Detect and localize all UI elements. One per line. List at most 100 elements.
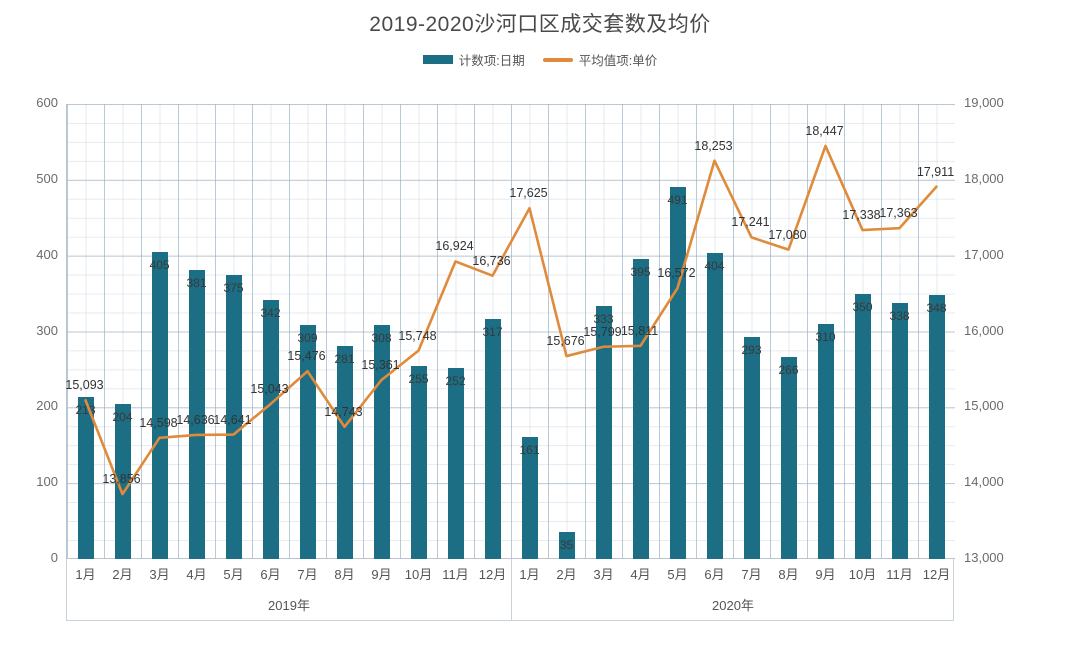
bar-value-label: 317 [482, 324, 503, 339]
category-label-month[interactable]: 5月 [667, 567, 688, 582]
baseline-axis [67, 558, 955, 559]
right-axis-tick: 18,000 [964, 170, 1004, 186]
category-label-month[interactable]: 11月 [886, 567, 913, 582]
bar-3月-2019[interactable] [151, 251, 168, 559]
bar-value-label: 293 [741, 342, 762, 357]
line-value-label: 15,361 [361, 357, 400, 372]
category-label-month[interactable]: 12月 [922, 567, 951, 582]
right-axis-tick: 19,000 [964, 95, 1004, 110]
legend-item-bar[interactable]: 计数项:日期 [422, 50, 525, 69]
bar-value-label: 342 [260, 305, 281, 320]
line-value-label: 16,736 [472, 253, 511, 268]
category-label-month[interactable]: 6月 [260, 567, 281, 582]
line-value-label: 13,856 [102, 472, 141, 487]
category-label-month[interactable]: 10月 [848, 567, 877, 582]
bar-value-label: 255 [408, 371, 429, 386]
category-label-year[interactable]: 2020年 [712, 598, 754, 613]
category-label-month[interactable]: 9月 [371, 567, 392, 582]
chart-legend: 计数项:日期 平均值项:单价 [0, 50, 1080, 69]
bar-5月-2020[interactable] [669, 186, 686, 559]
legend-line-swatch-icon [542, 57, 573, 62]
bar-value-label: 281 [334, 351, 355, 366]
bar-8月-2020[interactable] [780, 357, 797, 559]
bar-value-label: 161 [519, 442, 540, 457]
bar-value-label: 405 [149, 257, 170, 272]
category-label-month[interactable]: 3月 [149, 567, 170, 582]
right-axis-tick: 16,000 [964, 322, 1004, 338]
bar-2月-2019[interactable] [114, 404, 131, 559]
bar-value-label: 309 [297, 330, 318, 345]
bar-8月-2019[interactable] [336, 345, 353, 559]
category-label-month[interactable]: 7月 [297, 567, 318, 582]
category-label-month[interactable]: 11月 [442, 567, 469, 582]
category-label-month[interactable]: 3月 [593, 567, 614, 582]
plot-area: 213 204 405 381 375 342 309 281 308 255 252 317 161 3… [66, 104, 955, 559]
line-value-label: 15,811 [620, 323, 659, 338]
category-label-month[interactable]: 1月 [519, 567, 540, 582]
bar-7月-2020[interactable] [743, 336, 760, 559]
category-label-month[interactable]: 5月 [223, 567, 244, 582]
category-label-month[interactable]: 12月 [478, 567, 507, 582]
bar-1月-2019[interactable] [77, 397, 94, 559]
category-label-year[interactable]: 2019年 [268, 598, 310, 613]
bar-value-label: 381 [186, 276, 207, 291]
category-label-month[interactable]: 10月 [404, 567, 433, 582]
line-series [84, 144, 938, 496]
bar-6月-2019[interactable] [262, 299, 279, 559]
line-value-label: 15,093 [65, 378, 104, 393]
left-axis-tick: 300 [36, 322, 58, 338]
bar-1月-2020[interactable] [521, 436, 538, 559]
category-label-month[interactable]: 9月 [815, 567, 836, 582]
category-axis-months: 1月 2月 3月 4月 5月 6月 7月 8月 9月 10月 11月 12月 1月 2月 3月 4月 5月 6月 7… [67, 559, 953, 589]
bar-12月-2019[interactable] [484, 318, 501, 559]
category-label-month[interactable]: 8月 [778, 567, 799, 582]
category-axis-years: 2019年 2020年 [67, 589, 953, 620]
line-value-label: 16,572 [657, 266, 696, 281]
line-path [84, 144, 938, 496]
bar-value-label: 338 [889, 308, 910, 323]
left-axis-tick: 400 [36, 246, 58, 262]
legend-item-line[interactable]: 平均值项:单价 [542, 50, 657, 69]
line-value-label: 15,799 [583, 324, 622, 339]
line-value-label: 17,911 [916, 164, 955, 179]
line-value-label: 14,636 [176, 412, 215, 427]
line-value-label: 15,676 [546, 334, 585, 349]
line-value-label: 15,476 [287, 349, 326, 364]
bar-10月-2020[interactable] [854, 293, 871, 559]
category-label-month[interactable]: 2月 [112, 567, 133, 582]
bar-7月-2019[interactable] [299, 324, 316, 559]
bar-10月-2019[interactable] [410, 365, 427, 559]
bar-value-label: 266 [778, 363, 799, 378]
bar-value-label: 35 [559, 538, 574, 553]
bar-9月-2020[interactable] [817, 323, 834, 559]
line-value-label: 14,598 [139, 415, 178, 430]
category-label-month[interactable]: 6月 [704, 567, 725, 582]
bar-value-label: 308 [371, 331, 392, 346]
bar-5月-2019[interactable] [225, 274, 242, 559]
line-value-label: 17,241 [731, 215, 770, 230]
bar-4月-2019[interactable] [188, 270, 205, 559]
category-label-month[interactable]: 8月 [334, 567, 355, 582]
category-label-month[interactable]: 4月 [630, 567, 651, 582]
bar-value-label: 491 [667, 192, 688, 207]
category-label-month[interactable]: 4月 [186, 567, 207, 582]
category-label-month[interactable]: 7月 [741, 567, 762, 582]
category-label-month[interactable]: 1月 [75, 567, 96, 582]
bar-3月-2020[interactable] [595, 306, 612, 559]
year-group-divider [511, 559, 512, 620]
bar-2月-2020[interactable] [558, 532, 575, 559]
bar-value-label: 252 [445, 373, 466, 388]
bar-4月-2020[interactable] [632, 259, 649, 559]
bar-series: 213 204 405 381 375 342 309 281 308 255 252 317 161 3… [67, 104, 955, 559]
category-label-month[interactable]: 2月 [556, 567, 577, 582]
bar-value-label: 375 [223, 280, 244, 295]
right-axis-tick: 13,000 [964, 550, 1004, 565]
bar-12月-2020[interactable] [928, 295, 945, 559]
bar-6月-2020[interactable] [706, 252, 723, 559]
left-axis-tick: 0 [50, 550, 58, 565]
bar-11月-2019[interactable] [447, 367, 464, 559]
bar-value-label: 333 [593, 312, 614, 327]
bar-11月-2020[interactable] [891, 302, 908, 559]
chart-title: 2019-2020沙河口区成交套数及均价 [369, 13, 711, 36]
